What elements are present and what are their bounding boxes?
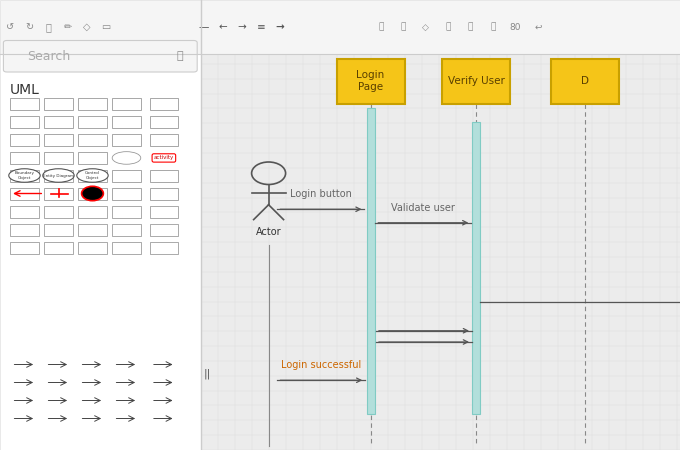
Text: →: →: [276, 22, 284, 32]
Bar: [150, 170, 178, 182]
Bar: [112, 116, 141, 128]
Text: ||: ||: [204, 368, 211, 379]
Ellipse shape: [9, 169, 40, 182]
Bar: [44, 98, 73, 110]
Bar: [201, 54, 680, 450]
Bar: [44, 152, 73, 164]
Bar: [472, 122, 480, 414]
Bar: [78, 188, 107, 200]
Text: ≡: ≡: [257, 22, 265, 32]
Text: Actor: Actor: [256, 227, 282, 237]
Text: Validate user: Validate user: [392, 203, 455, 213]
Bar: [10, 116, 39, 128]
Bar: [44, 224, 73, 236]
Bar: [10, 98, 39, 110]
Text: Verify User: Verify User: [447, 76, 505, 86]
Bar: [10, 242, 39, 254]
Bar: [10, 206, 39, 218]
FancyBboxPatch shape: [337, 58, 405, 104]
Bar: [10, 134, 39, 146]
Text: ↩: ↩: [534, 22, 542, 32]
Bar: [10, 152, 39, 164]
FancyBboxPatch shape: [3, 40, 197, 72]
Bar: [78, 98, 107, 110]
Text: activity: activity: [154, 155, 174, 161]
Text: Login
Page: Login Page: [356, 70, 385, 92]
Ellipse shape: [77, 169, 108, 182]
Text: 🔧: 🔧: [401, 22, 406, 32]
Bar: [78, 170, 107, 182]
Bar: [44, 116, 73, 128]
Bar: [150, 206, 178, 218]
Text: ↺: ↺: [6, 22, 14, 32]
Bar: [78, 134, 107, 146]
Bar: [150, 242, 178, 254]
Text: Login button: Login button: [290, 189, 352, 199]
Bar: [10, 224, 39, 236]
Text: Search: Search: [27, 50, 71, 63]
Text: ✏: ✏: [63, 22, 71, 32]
Bar: [10, 170, 39, 182]
Text: 🗑: 🗑: [46, 22, 51, 32]
Bar: [0, 0, 680, 54]
FancyBboxPatch shape: [442, 58, 510, 104]
Bar: [150, 116, 178, 128]
Bar: [78, 224, 107, 236]
Bar: [112, 98, 141, 110]
Text: ◇: ◇: [422, 22, 429, 32]
Ellipse shape: [112, 152, 141, 164]
Bar: [150, 188, 178, 200]
Bar: [150, 98, 178, 110]
Text: Boundary
Object: Boundary Object: [14, 171, 35, 180]
Text: D: D: [581, 76, 589, 86]
Bar: [112, 242, 141, 254]
Text: Control
Object: Control Object: [85, 171, 100, 180]
Bar: [112, 188, 141, 200]
Bar: [78, 206, 107, 218]
Text: ◇: ◇: [82, 22, 90, 32]
Bar: [150, 134, 178, 146]
Bar: [10, 188, 39, 200]
Bar: [44, 170, 73, 182]
Bar: [78, 242, 107, 254]
Bar: [367, 108, 375, 414]
Text: ↻: ↻: [25, 22, 33, 32]
Text: UML: UML: [10, 83, 40, 97]
Bar: [44, 134, 73, 146]
Text: ⬛: ⬛: [490, 22, 496, 32]
Circle shape: [82, 186, 103, 201]
Text: 🔍: 🔍: [177, 51, 184, 61]
Text: 80: 80: [510, 22, 521, 32]
FancyBboxPatch shape: [551, 58, 619, 104]
Bar: [44, 206, 73, 218]
Text: 🔒: 🔒: [468, 22, 473, 32]
Bar: [112, 134, 141, 146]
Bar: [0, 54, 201, 450]
Bar: [112, 206, 141, 218]
Ellipse shape: [43, 169, 74, 182]
Bar: [78, 152, 107, 164]
Text: Entity Diagram: Entity Diagram: [43, 174, 74, 177]
Text: Login successful: Login successful: [281, 360, 362, 370]
Bar: [78, 116, 107, 128]
Text: —: —: [199, 22, 209, 32]
Bar: [44, 242, 73, 254]
Bar: [112, 170, 141, 182]
Bar: [112, 224, 141, 236]
Bar: [44, 188, 73, 200]
Text: ▭: ▭: [101, 22, 110, 32]
Text: →: →: [238, 22, 246, 32]
Text: 🔒: 🔒: [445, 22, 451, 32]
Text: ←: ←: [219, 22, 227, 32]
Bar: [150, 224, 178, 236]
Text: 🔗: 🔗: [378, 22, 384, 32]
